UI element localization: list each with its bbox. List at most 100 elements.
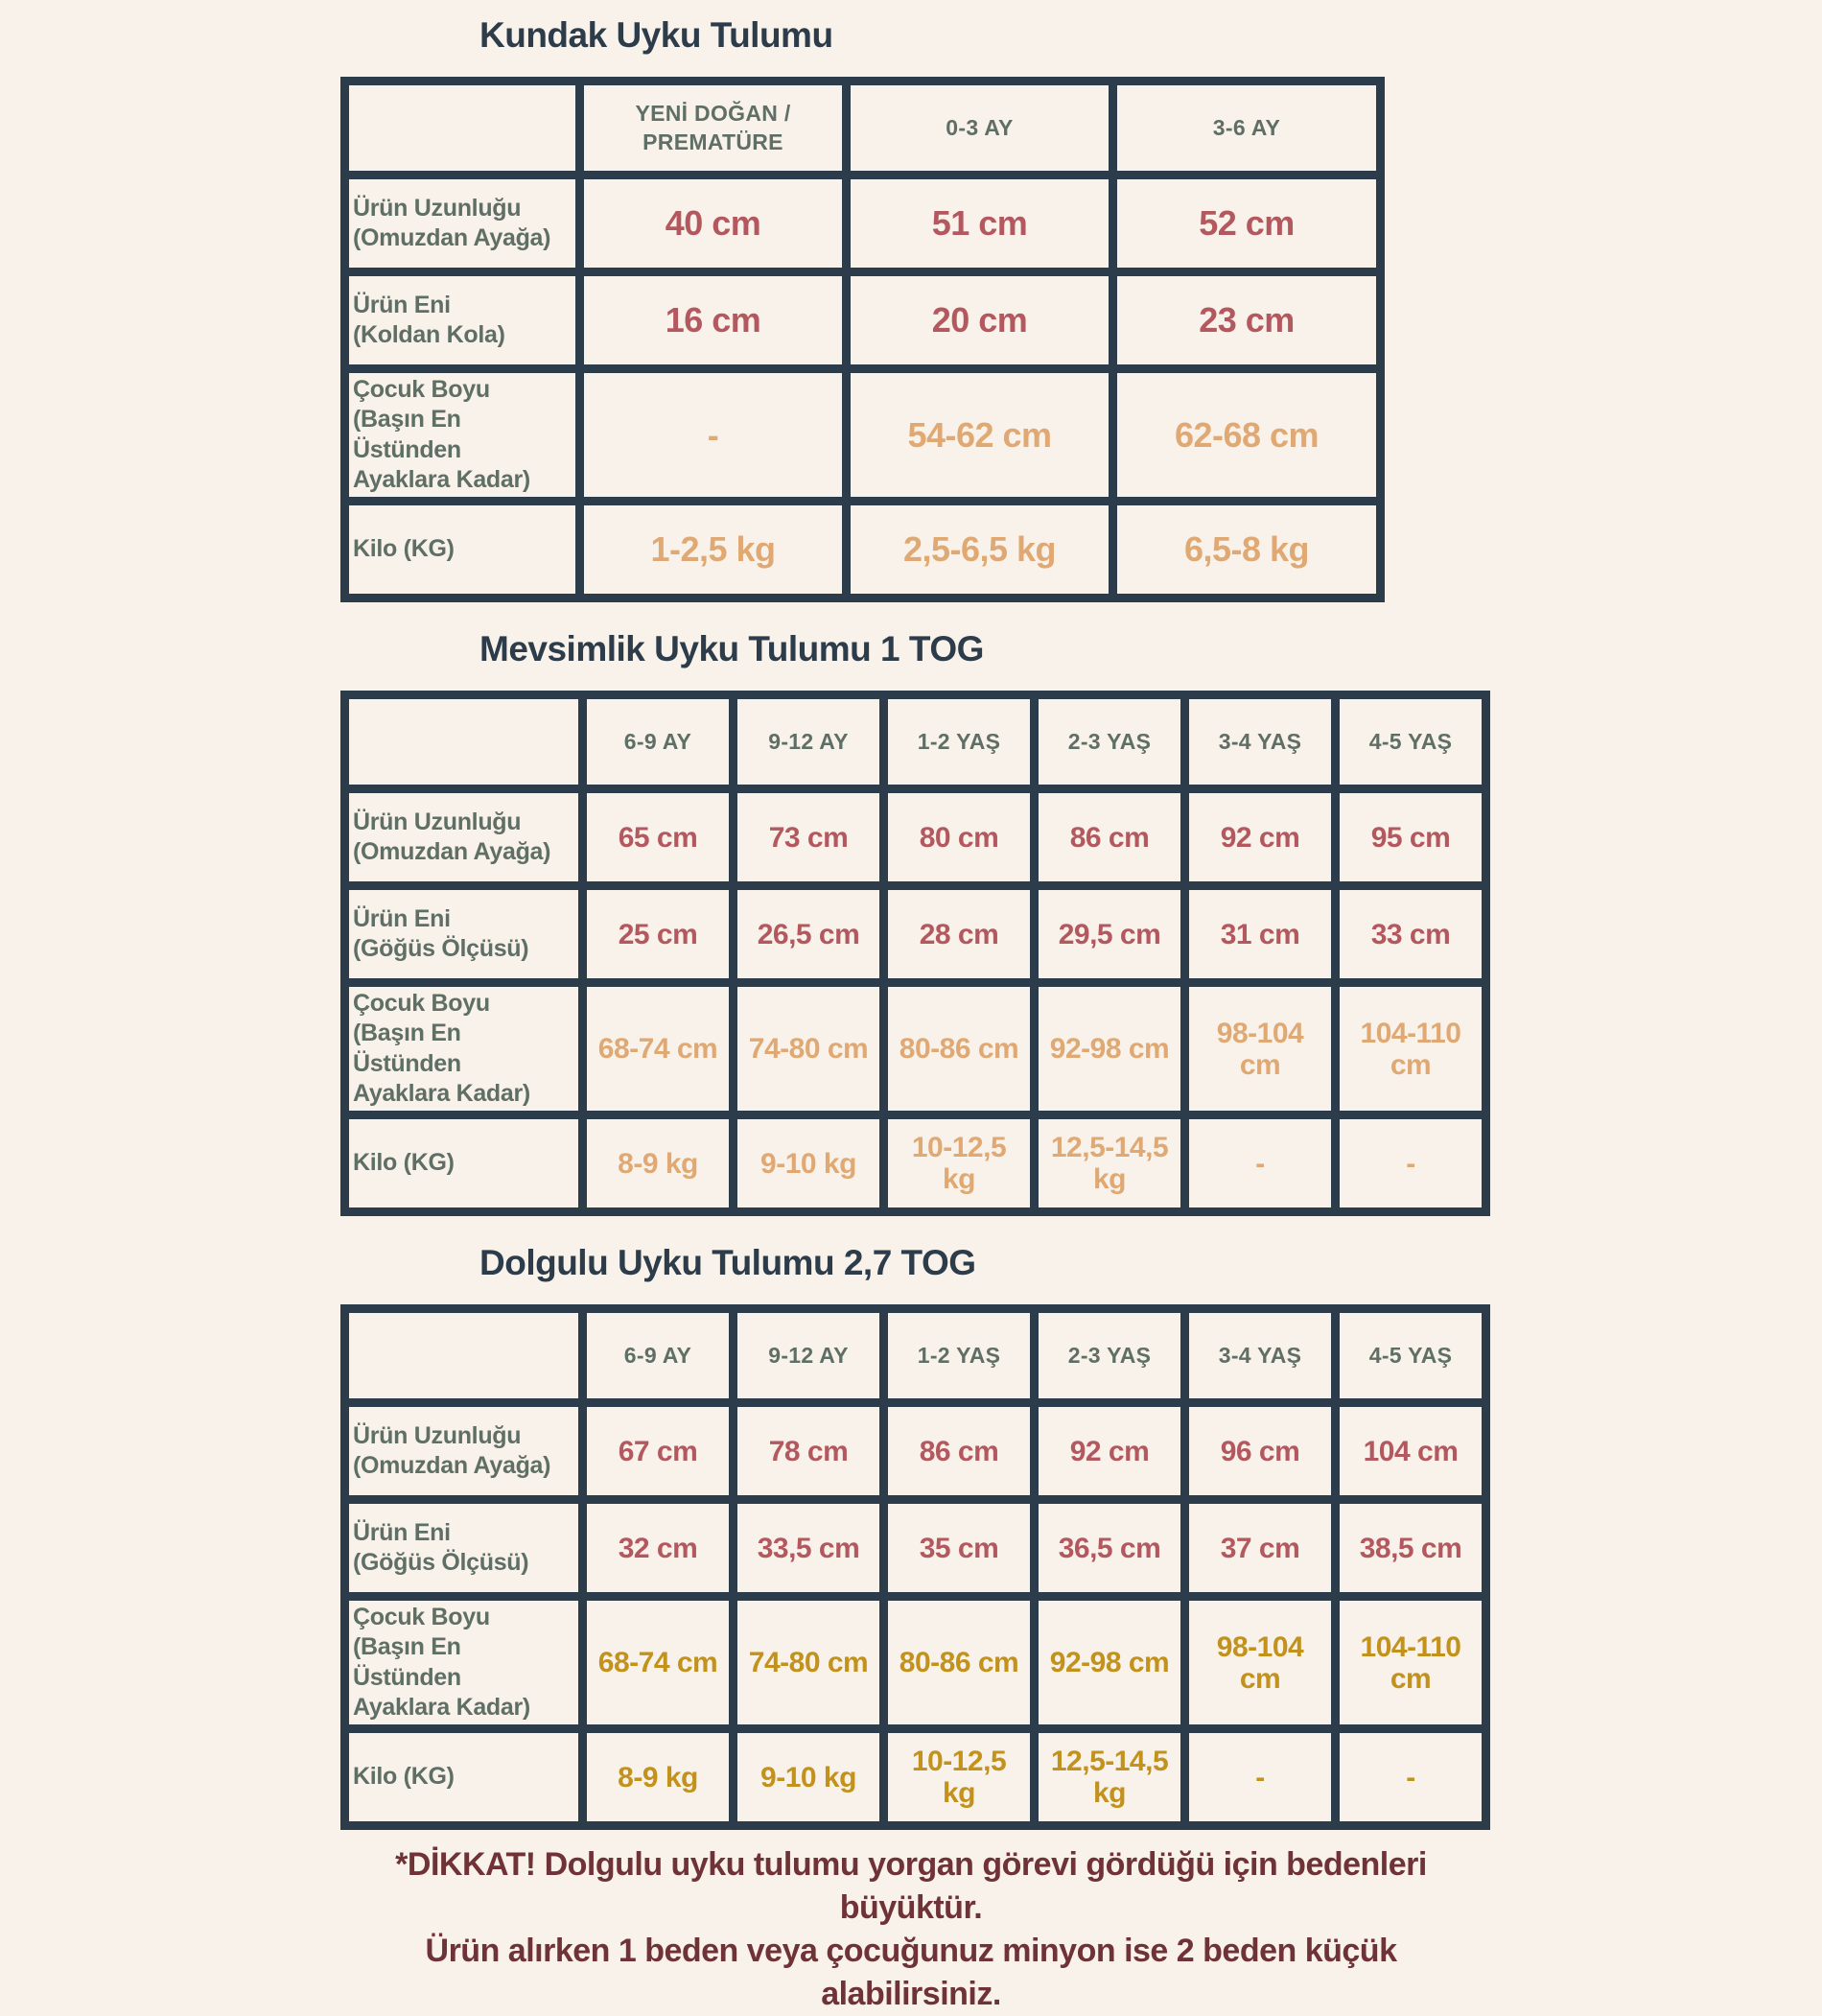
cell-value: 86 cm <box>1030 785 1189 890</box>
size-table-dolgulu: 6-9 AY 9-12 AY 1-2 YAŞ 2-3 YAŞ 3-4 YAŞ 4… <box>340 1304 1490 1830</box>
cell-value: 35 cm <box>879 1495 1039 1601</box>
table-row-child-height: Çocuk Boyu (Başın En Üstünden Ayaklara K… <box>340 978 1490 1119</box>
column-header: 4-5 YAŞ <box>1331 691 1490 793</box>
cell-value: 31 cm <box>1180 881 1340 987</box>
column-header: 0-3 AY <box>842 77 1117 179</box>
cell-value: 9-10 kg <box>729 1111 888 1216</box>
column-header: 4-5 YAŞ <box>1331 1304 1490 1407</box>
cell-value: 95 cm <box>1331 785 1490 890</box>
cell-value: 51 cm <box>842 171 1117 276</box>
warning-note: *DİKKAT! Dolgulu uyku tulumu yorgan göre… <box>340 1843 1482 2016</box>
column-header: 9-12 AY <box>729 691 888 793</box>
cell-value: 36,5 cm <box>1030 1495 1189 1601</box>
cell-value: 92-98 cm <box>1030 1592 1189 1733</box>
cell-value: 33,5 cm <box>729 1495 888 1601</box>
cell-value: 86 cm <box>879 1398 1039 1504</box>
size-chart-document: Kundak Uyku Tulumu YENİ DOĞAN / PREMATÜR… <box>340 0 1490 2016</box>
column-header: 6-9 AY <box>578 691 737 793</box>
table-row-product-width: Ürün Eni (Göğüs Ölçüsü) 32 cm 33,5 cm 35… <box>340 1495 1490 1601</box>
column-header: 9-12 AY <box>729 1304 888 1407</box>
cell-value: 74-80 cm <box>729 978 888 1119</box>
cell-value: - <box>1180 1724 1340 1830</box>
column-header: 2-3 YAŞ <box>1030 1304 1189 1407</box>
column-header: 6-9 AY <box>578 1304 737 1407</box>
cell-value: 12,5-14,5 kg <box>1030 1111 1189 1216</box>
cell-value: 8-9 kg <box>578 1724 737 1830</box>
table-title-dolgulu: Dolgulu Uyku Tulumu 2,7 TOG <box>479 1243 976 1282</box>
column-header: 3-4 YAŞ <box>1180 691 1340 793</box>
cell-value: 98-104 cm <box>1180 978 1340 1119</box>
cell-value: 68-74 cm <box>578 978 737 1119</box>
cell-value: - <box>1331 1724 1490 1830</box>
cell-value: 92 cm <box>1030 1398 1189 1504</box>
cell-value: 52 cm <box>1109 171 1385 276</box>
row-label: Ürün Uzunluğu (Omuzdan Ayağa) <box>340 171 584 276</box>
row-label: Çocuk Boyu (Başın En Üstünden Ayaklara K… <box>340 1592 587 1733</box>
table-row-product-length: Ürün Uzunluğu (Omuzdan Ayağa) 65 cm 73 c… <box>340 785 1490 890</box>
cell-value: 74-80 cm <box>729 1592 888 1733</box>
cell-value: 98-104 cm <box>1180 1592 1340 1733</box>
cell-value: 78 cm <box>729 1398 888 1504</box>
column-header: 1-2 YAŞ <box>879 1304 1039 1407</box>
cell-value: 23 cm <box>1109 268 1385 373</box>
row-label: Kilo (KG) <box>340 1724 587 1830</box>
cell-value: 104-110 cm <box>1331 1592 1490 1733</box>
cell-value: 32 cm <box>578 1495 737 1601</box>
cell-value: 80-86 cm <box>879 1592 1039 1733</box>
cell-value: 73 cm <box>729 785 888 890</box>
cell-value: 80 cm <box>879 785 1039 890</box>
cell-value: 33 cm <box>1331 881 1490 987</box>
header-row: 6-9 AY 9-12 AY 1-2 YAŞ 2-3 YAŞ 3-4 YAŞ 4… <box>340 691 1490 793</box>
cell-value: 92 cm <box>1180 785 1340 890</box>
cell-value: 2,5-6,5 kg <box>842 497 1117 602</box>
corner-cell <box>340 691 587 793</box>
cell-value: 65 cm <box>578 785 737 890</box>
row-label: Ürün Eni (Koldan Kola) <box>340 268 584 373</box>
table-row-weight: Kilo (KG) 8-9 kg 9-10 kg 10-12,5 kg 12,5… <box>340 1724 1490 1830</box>
cell-value: 6,5-8 kg <box>1109 497 1385 602</box>
column-header: 2-3 YAŞ <box>1030 691 1189 793</box>
table-title-mevsimlik: Mevsimlik Uyku Tulumu 1 TOG <box>479 629 984 668</box>
corner-cell <box>340 77 584 179</box>
table-row-product-length: Ürün Uzunluğu (Omuzdan Ayağa) 40 cm 51 c… <box>340 171 1385 276</box>
cell-value: 10-12,5 kg <box>879 1724 1039 1830</box>
row-label: Ürün Uzunluğu (Omuzdan Ayağa) <box>340 785 587 890</box>
cell-value: - <box>575 364 851 505</box>
row-label: Çocuk Boyu (Başın En Üstünden Ayaklara K… <box>340 364 584 505</box>
table-row-child-height: Çocuk Boyu (Başın En Üstünden Ayaklara K… <box>340 364 1385 505</box>
cell-value: 96 cm <box>1180 1398 1340 1504</box>
header-row: 6-9 AY 9-12 AY 1-2 YAŞ 2-3 YAŞ 3-4 YAŞ 4… <box>340 1304 1490 1407</box>
section-dolgulu: Dolgulu Uyku Tulumu 2,7 TOG 6-9 AY 9-12 … <box>340 1243 1490 1830</box>
cell-value: 92-98 cm <box>1030 978 1189 1119</box>
table-row-product-length: Ürün Uzunluğu (Omuzdan Ayağa) 67 cm 78 c… <box>340 1398 1490 1504</box>
size-table-mevsimlik: 6-9 AY 9-12 AY 1-2 YAŞ 2-3 YAŞ 3-4 YAŞ 4… <box>340 691 1490 1216</box>
table-row-weight: Kilo (KG) 1-2,5 kg 2,5-6,5 kg 6,5-8 kg <box>340 497 1385 602</box>
cell-value: 104 cm <box>1331 1398 1490 1504</box>
cell-value: 40 cm <box>575 171 851 276</box>
table-row-child-height: Çocuk Boyu (Başın En Üstünden Ayaklara K… <box>340 1592 1490 1733</box>
cell-value: 38,5 cm <box>1331 1495 1490 1601</box>
row-label: Kilo (KG) <box>340 497 584 602</box>
column-header: YENİ DOĞAN / PREMATÜRE <box>575 77 851 179</box>
cell-value: 80-86 cm <box>879 978 1039 1119</box>
cell-value: 26,5 cm <box>729 881 888 987</box>
table-row-product-width: Ürün Eni (Göğüs Ölçüsü) 25 cm 26,5 cm 28… <box>340 881 1490 987</box>
row-label: Ürün Uzunluğu (Omuzdan Ayağa) <box>340 1398 587 1504</box>
table-row-product-width: Ürün Eni (Koldan Kola) 16 cm 20 cm 23 cm <box>340 268 1385 373</box>
cell-value: 67 cm <box>578 1398 737 1504</box>
warning-note-line1: *DİKKAT! Dolgulu uyku tulumu yorgan göre… <box>395 1846 1427 1926</box>
column-header: 3-4 YAŞ <box>1180 1304 1340 1407</box>
cell-value: 16 cm <box>575 268 851 373</box>
column-header: 3-6 AY <box>1109 77 1385 179</box>
cell-value: 10-12,5 kg <box>879 1111 1039 1216</box>
cell-value: 9-10 kg <box>729 1724 888 1830</box>
table-title-kundak: Kundak Uyku Tulumu <box>479 15 833 55</box>
row-label: Çocuk Boyu (Başın En Üstünden Ayaklara K… <box>340 978 587 1119</box>
cell-value: 54-62 cm <box>842 364 1117 505</box>
cell-value: - <box>1331 1111 1490 1216</box>
cell-value: 8-9 kg <box>578 1111 737 1216</box>
cell-value: 28 cm <box>879 881 1039 987</box>
cell-value: 1-2,5 kg <box>575 497 851 602</box>
section-mevsimlik: Mevsimlik Uyku Tulumu 1 TOG 6-9 AY 9-12 … <box>340 629 1490 1216</box>
cell-value: 12,5-14,5 kg <box>1030 1724 1189 1830</box>
